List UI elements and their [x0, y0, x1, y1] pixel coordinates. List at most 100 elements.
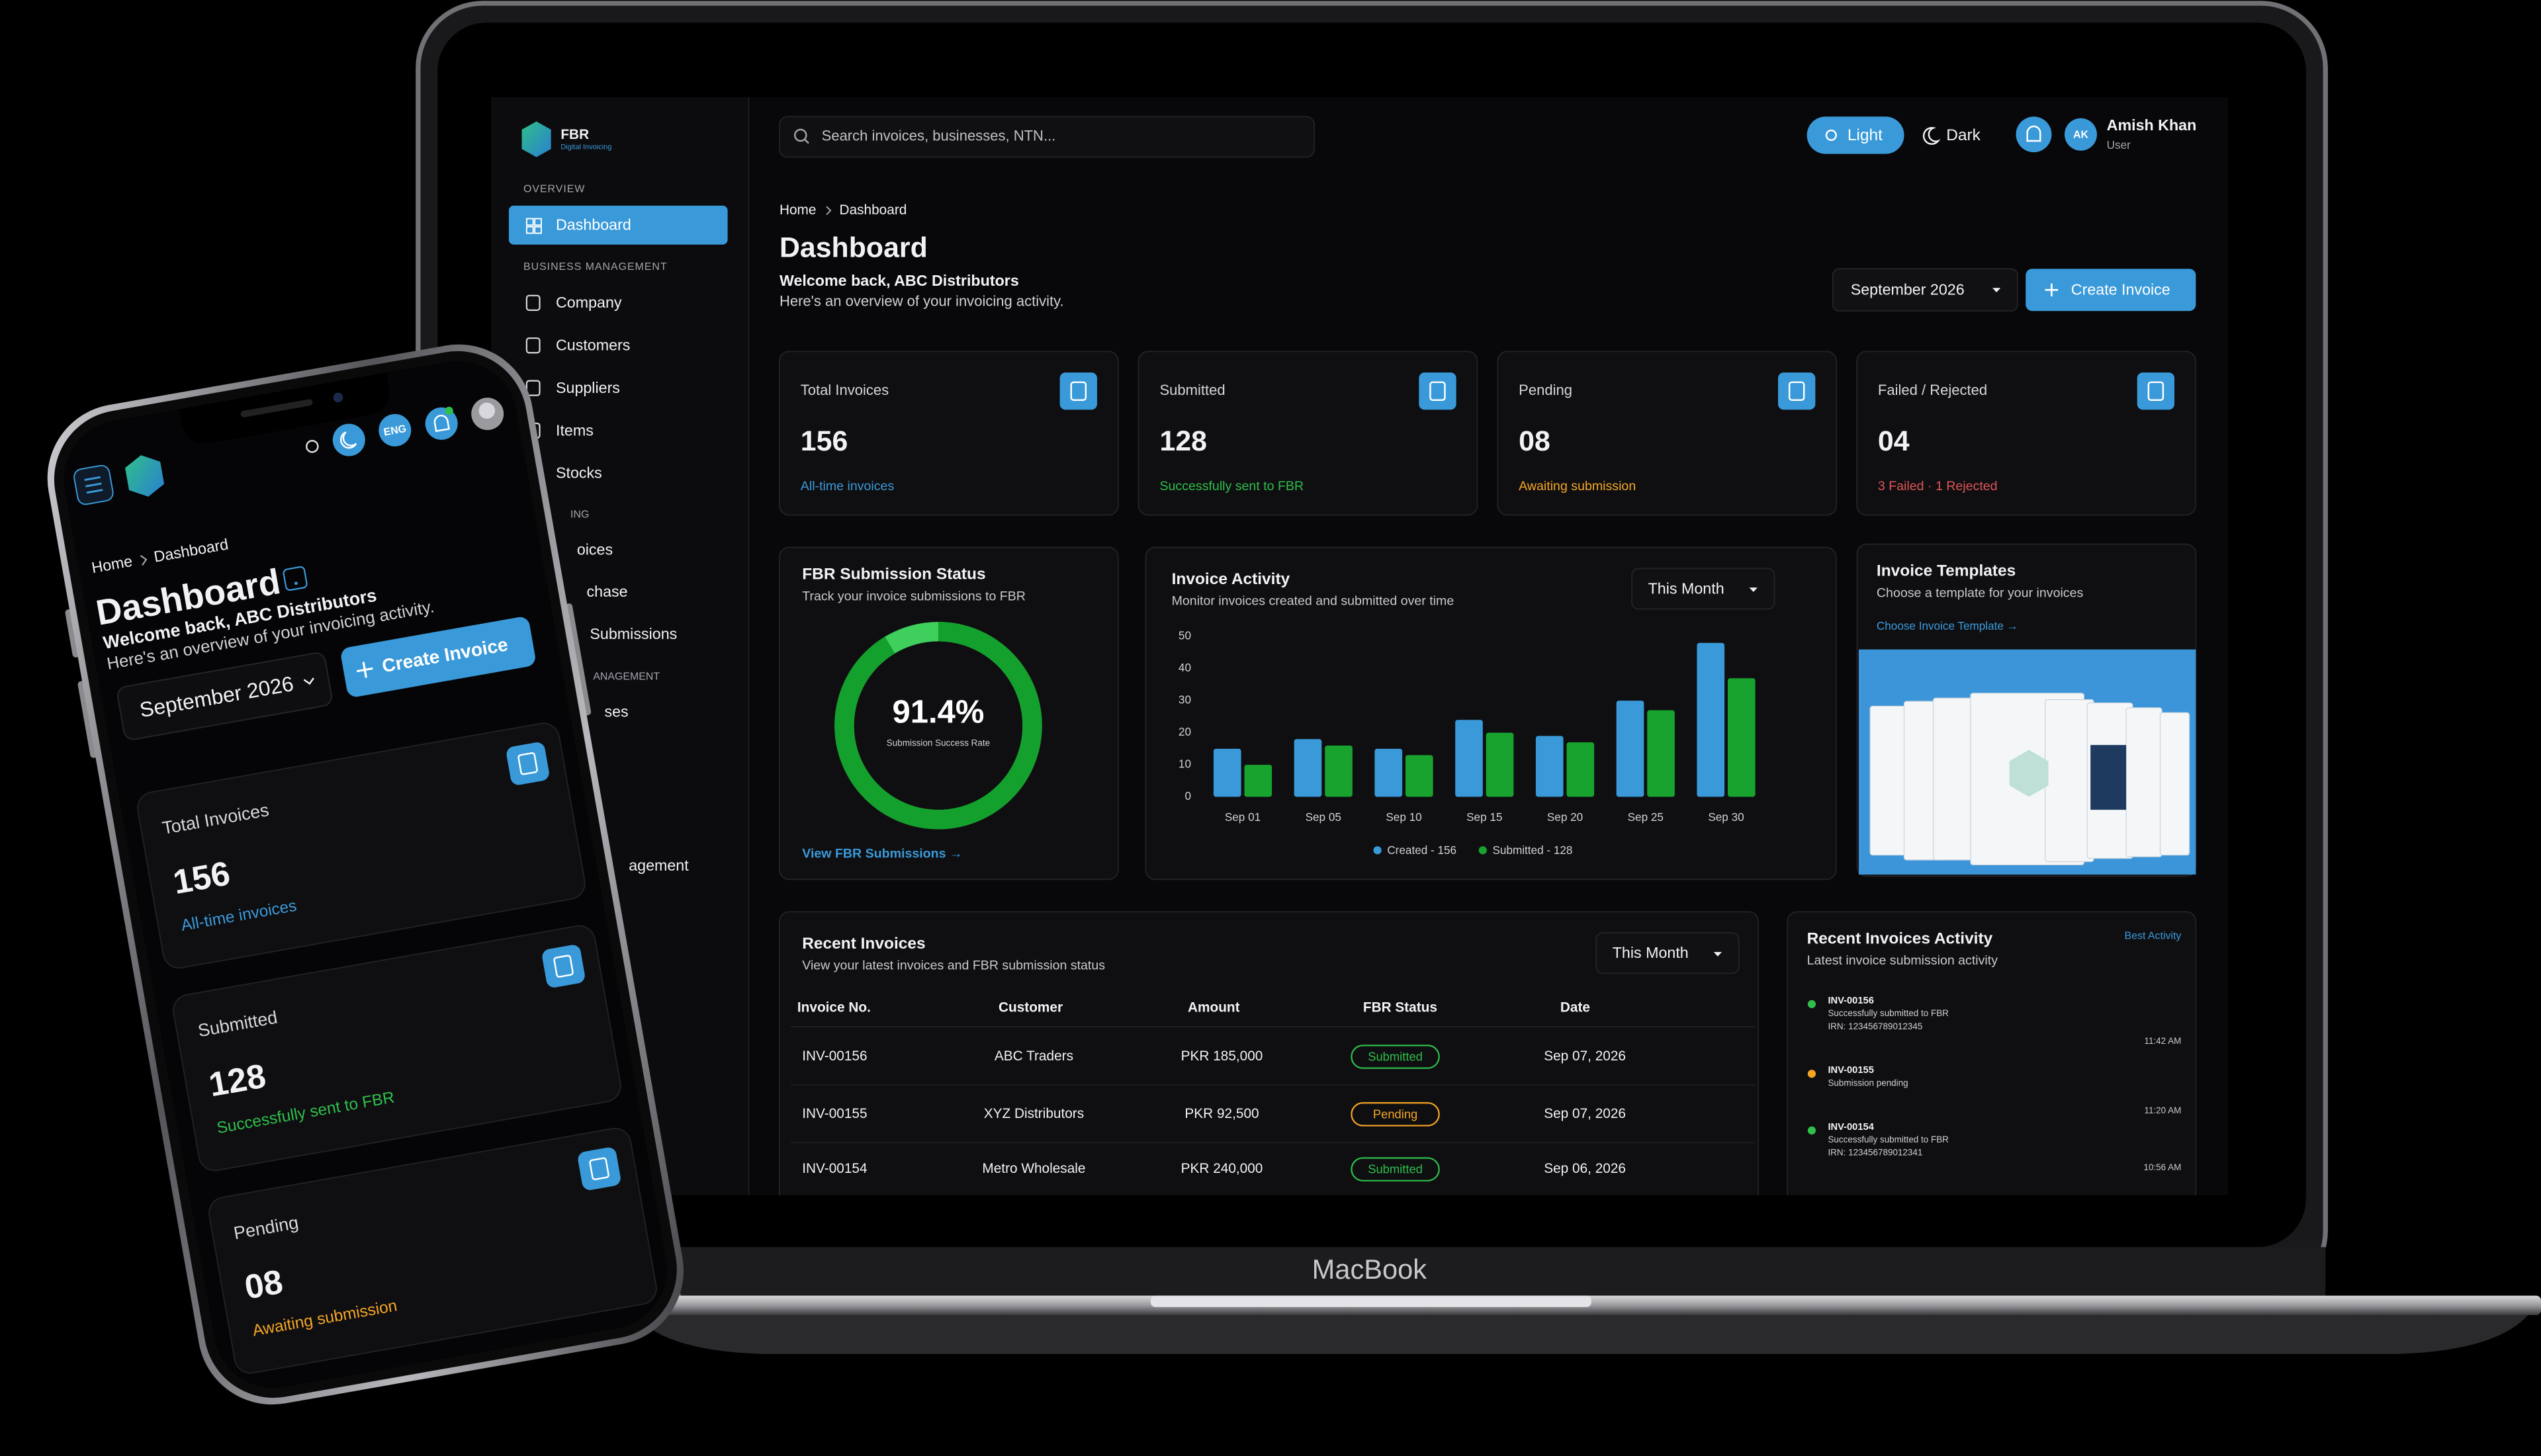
user-role: User — [2107, 138, 2131, 151]
notification-dot — [445, 406, 453, 415]
search-icon — [794, 128, 807, 142]
column-header: Date — [1560, 1000, 1590, 1015]
caret-icon — [1749, 587, 1758, 592]
laptop-chin — [680, 1247, 2326, 1296]
table-cell: Metro Wholesale — [982, 1161, 1085, 1176]
avatar[interactable] — [2065, 118, 2097, 151]
stat-icon-glyph — [1788, 381, 1805, 401]
sun-icon[interactable] — [306, 440, 319, 453]
card-link[interactable]: View FBR Submissions → — [802, 847, 962, 861]
stat-value: 08 — [1519, 425, 1550, 457]
notification-button[interactable] — [423, 405, 461, 443]
dashboard-screen: FBR Digital Invoicing OVERVIEW Dashboard BUS… — [491, 97, 2229, 1195]
theme-button[interactable] — [330, 421, 368, 459]
phone-speaker — [240, 399, 313, 417]
nav-icon — [525, 218, 534, 226]
card-subtitle: Latest invoice submission activity — [1807, 953, 1998, 968]
card — [778, 911, 1760, 1195]
stat-icon-glyph — [1070, 381, 1087, 401]
bar — [1405, 755, 1433, 797]
breadcrumb[interactable]: Home — [780, 202, 816, 218]
filter-label: This Month — [1648, 579, 1724, 597]
create-invoice-button[interactable] — [2026, 269, 2196, 312]
active-nav-item[interactable] — [508, 205, 728, 245]
card — [1787, 911, 2197, 1195]
status-pill — [1351, 1157, 1440, 1181]
activity-time: 10:56 AM — [2143, 1162, 2181, 1172]
welcome-text: Welcome back, ABC Distributors — [780, 272, 1019, 289]
x-tick-label: Sep 25 — [1628, 810, 1664, 824]
y-tick-label: 30 — [1179, 693, 1191, 707]
bell-icon — [2026, 125, 2041, 142]
create-invoice-label[interactable]: Create Invoice — [2071, 281, 2170, 298]
light-toggle[interactable] — [1806, 116, 1904, 154]
filter-dropdown[interactable] — [1631, 568, 1775, 610]
nav-item[interactable]: Items — [556, 421, 594, 439]
create-invoice-button[interactable] — [339, 616, 537, 699]
stat-icon — [2137, 372, 2175, 410]
card-link[interactable]: Best Activity — [2125, 930, 2182, 941]
card-title: Invoice Templates — [1877, 562, 2016, 580]
stat-note: 3 Failed · 1 Rejected — [1878, 479, 1998, 493]
search-box[interactable] — [778, 116, 1315, 158]
section-heading: OVERVIEW — [523, 184, 585, 195]
stat-label: Total Invoices — [801, 382, 889, 398]
menu-icon — [84, 476, 103, 494]
period-dropdown[interactable] — [116, 652, 334, 741]
bar — [1566, 742, 1595, 797]
nav-icon — [534, 218, 542, 226]
brand-name: FBR — [560, 127, 589, 142]
bar — [1244, 765, 1272, 797]
stat-icon-glyph — [589, 1157, 609, 1181]
activity-detail: Submission pending — [1828, 1078, 1908, 1088]
language-button[interactable] — [376, 411, 414, 449]
card — [1497, 351, 1838, 516]
bar — [1455, 720, 1483, 797]
nav-item[interactable]: Stocks — [556, 464, 602, 482]
card-link[interactable]: Choose Invoice Template → — [1877, 619, 2018, 632]
filter-label: This Month — [1613, 944, 1689, 961]
card-subtitle: Track your invoice submissions to FBR — [802, 589, 1026, 603]
nav-item[interactable]: Dashboard — [556, 216, 631, 234]
period-label: September 2026 — [1851, 281, 1965, 298]
activity-invoice: INV-00156 — [1828, 996, 1873, 1006]
x-tick-label: Sep 15 — [1466, 810, 1502, 824]
table-cell: Sep 06, 2026 — [1544, 1161, 1626, 1176]
stat-icon-glyph — [553, 955, 574, 978]
page-subtitle: Here's an overview of your invoicing act… — [780, 292, 1064, 309]
light-label[interactable]: Light — [1848, 126, 1883, 144]
filter-dropdown[interactable] — [1595, 932, 1740, 974]
donut-arc — [834, 622, 1042, 830]
caret-icon — [1992, 288, 2001, 292]
notification-button[interactable] — [2016, 116, 2052, 153]
template-sheet — [2045, 699, 2094, 863]
x-tick-label: Sep 20 — [1547, 810, 1583, 824]
stat-label: Submitted — [1159, 382, 1225, 398]
page-title: Dashboard — [780, 232, 928, 263]
nav-icon — [525, 226, 534, 234]
table-cell: Sep 07, 2026 — [1544, 1049, 1626, 1064]
nav-item[interactable]: Company — [556, 294, 622, 311]
activity-time: 11:20 AM — [2144, 1105, 2181, 1115]
status-label: Pending — [1373, 1107, 1417, 1121]
bar — [1325, 745, 1353, 797]
avatar-initials: AK — [2073, 130, 2088, 141]
nav-item: ANAGEMENT — [593, 671, 660, 683]
nav-item[interactable]: Suppliers — [556, 379, 620, 396]
table-cell: PKR 240,000 — [1181, 1161, 1263, 1176]
x-tick-label: Sep 01 — [1225, 810, 1261, 824]
phone-camera — [333, 392, 343, 403]
period-dropdown[interactable] — [1832, 268, 2018, 312]
table-cell: Sep 07, 2026 — [1544, 1106, 1626, 1121]
stat-icon-glyph — [1429, 381, 1446, 401]
nav-item[interactable]: Customers — [556, 337, 630, 354]
legend-swatch — [1373, 846, 1382, 855]
stat-value: 08 — [242, 1262, 285, 1306]
plus-icon — [2045, 283, 2059, 297]
card-title: FBR Submission Status — [802, 566, 985, 583]
stat-note: Successfully sent to FBR — [1159, 479, 1304, 493]
stat-value: 128 — [1159, 425, 1206, 457]
stat-icon — [578, 1147, 621, 1190]
dark-label[interactable]: Dark — [1946, 126, 1981, 144]
